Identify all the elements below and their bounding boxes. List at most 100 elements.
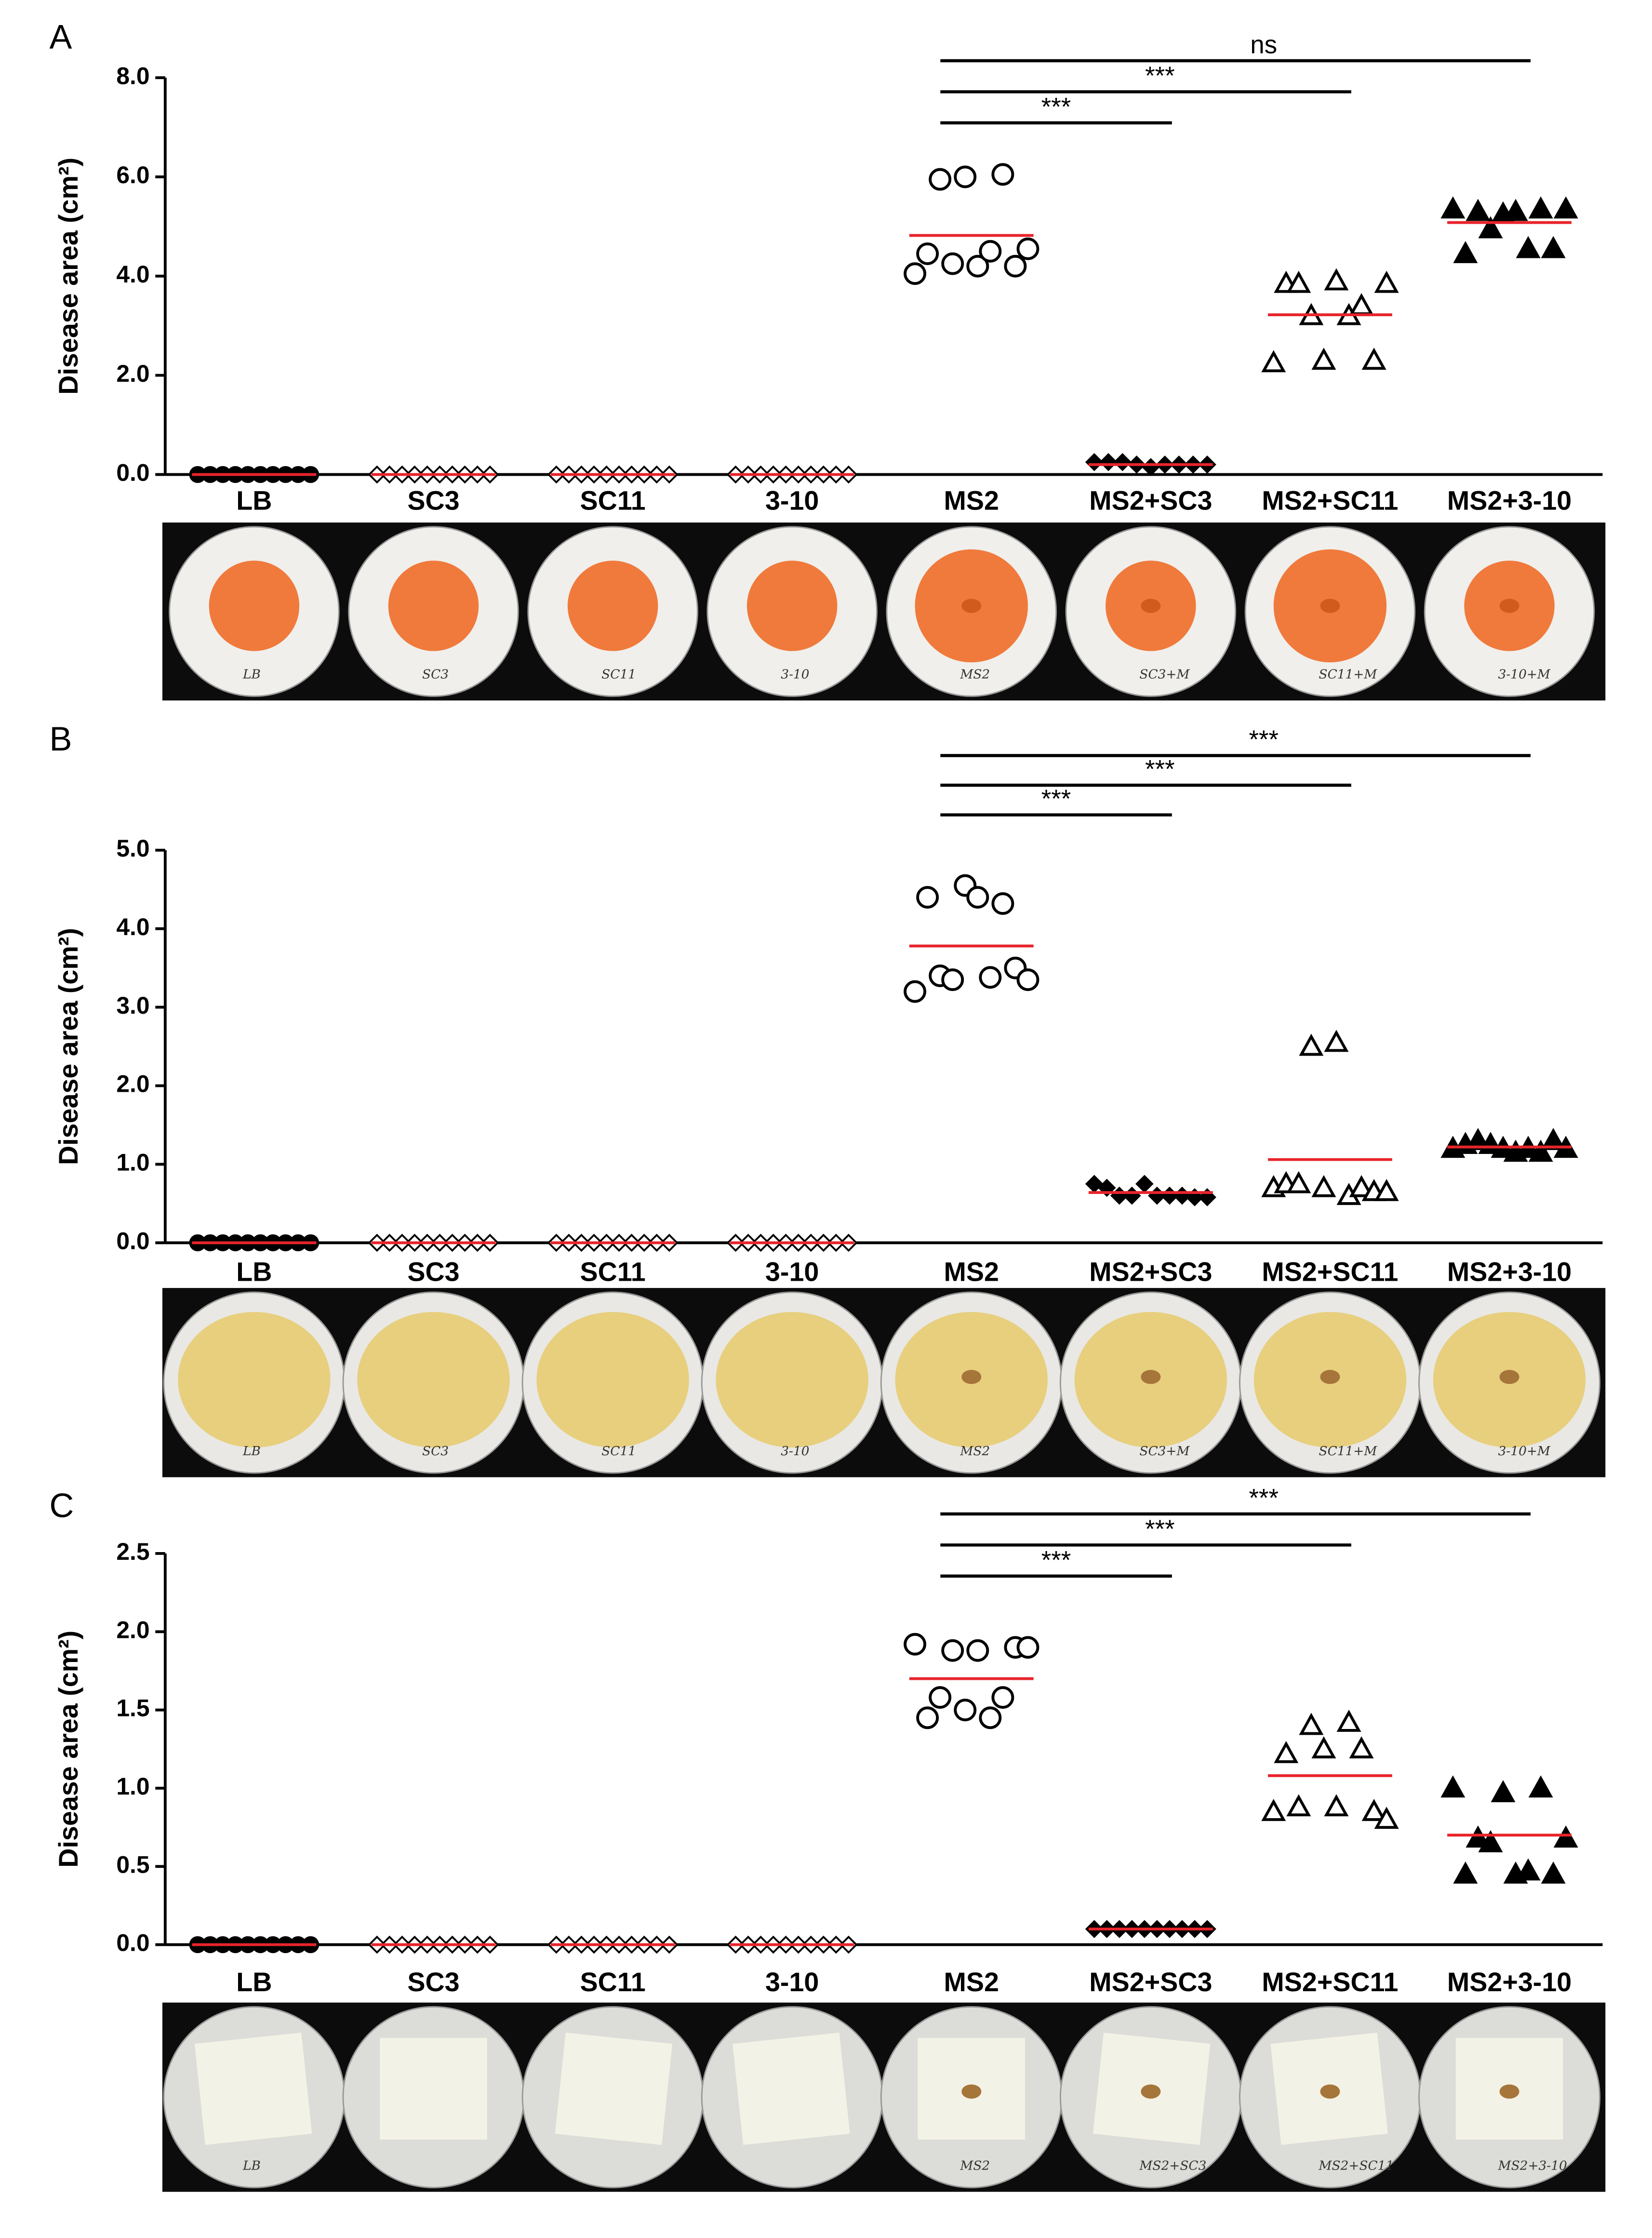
x-tick-label: MS2+SC11	[1262, 1257, 1398, 1287]
photo-label: LB	[242, 1444, 261, 1459]
photo-label: SC11+M	[1319, 1444, 1378, 1459]
photo-label: SC3	[422, 667, 449, 682]
data-point	[966, 886, 989, 909]
photo-label: SC3	[422, 1444, 449, 1459]
x-tick-label: MS2	[944, 1967, 999, 1997]
y-tick-label: 1.0	[116, 1773, 149, 1800]
sample	[209, 561, 300, 651]
significance-label: ***	[1145, 755, 1175, 784]
data-point	[1286, 1794, 1311, 1817]
data-point	[941, 968, 964, 992]
data-point	[1113, 453, 1132, 471]
data-point	[904, 980, 927, 1003]
x-tick-label: MS2+3-10	[1447, 1257, 1572, 1287]
data-point	[1336, 1709, 1361, 1732]
data-point	[1541, 1861, 1566, 1884]
data-point	[1374, 1179, 1399, 1201]
significance-label: ***	[1041, 785, 1071, 813]
panel-label: A	[50, 18, 72, 56]
data-point	[1324, 268, 1349, 291]
lesion	[1141, 599, 1161, 613]
data-point	[1528, 196, 1553, 219]
x-tick-label: SC11	[580, 1967, 646, 1997]
sample	[716, 1312, 868, 1448]
data-point	[1516, 1858, 1541, 1881]
data-point	[1311, 1736, 1336, 1759]
data-point	[1361, 348, 1386, 370]
data-point	[1553, 196, 1578, 219]
data-point	[1361, 1798, 1386, 1821]
data-point	[1349, 1736, 1374, 1759]
photo-label: 3-10	[781, 667, 809, 682]
sample	[536, 1312, 689, 1448]
x-tick-label: MS2+SC3	[1089, 1967, 1212, 1997]
x-tick-label: LB	[236, 1967, 272, 1997]
data-point	[1453, 241, 1478, 263]
y-tick-label: 6.0	[116, 161, 149, 188]
photo-label: MS2	[959, 2158, 990, 2173]
data-point	[1528, 1139, 1553, 1162]
lesion	[1320, 1369, 1340, 1384]
x-tick-label: MS2	[944, 1257, 999, 1287]
photo-label: SC3+M	[1139, 1444, 1190, 1459]
data-point	[1465, 199, 1491, 221]
data-point	[1016, 968, 1039, 992]
data-point	[941, 1639, 964, 1662]
x-tick-label: SC3	[407, 1257, 459, 1287]
data-point	[979, 240, 1002, 263]
x-tick-label: MS2+SC11	[1262, 486, 1398, 516]
data-point	[916, 1706, 939, 1729]
lesion	[1320, 599, 1340, 613]
data-point	[1465, 1127, 1491, 1150]
data-point	[941, 252, 964, 275]
sample	[567, 561, 658, 651]
y-tick-label: 0.0	[116, 459, 149, 486]
y-axis-label: Disease area (cm²)	[53, 158, 83, 395]
sample	[746, 561, 838, 651]
lesion	[961, 1369, 982, 1384]
y-tick-label: 0.0	[116, 1930, 149, 1957]
data-point	[1440, 196, 1465, 219]
lesion	[1141, 2084, 1161, 2099]
data-point	[1374, 1807, 1399, 1829]
data-point	[1324, 1794, 1349, 1817]
y-tick-label: 2.5	[116, 1538, 149, 1565]
data-point	[1503, 199, 1528, 221]
data-point	[1324, 1030, 1349, 1052]
significance-label: ***	[1249, 725, 1279, 754]
x-tick-label: MS2+SC3	[1089, 1257, 1212, 1287]
photo-label: MS2+SC3	[1139, 2158, 1206, 2173]
photo-label: MS2+3-10	[1498, 2158, 1567, 2173]
data-point	[1286, 270, 1311, 293]
data-point	[1311, 348, 1336, 370]
data-point	[1123, 1186, 1141, 1205]
data-point	[991, 1686, 1014, 1709]
data-point	[1528, 1775, 1553, 1798]
data-point	[979, 966, 1002, 989]
photo-label: LB	[242, 2158, 261, 2173]
data-point	[929, 168, 952, 191]
panel-label: B	[50, 720, 72, 758]
photo-label: SC11	[601, 1444, 636, 1459]
photo-label: MS2	[959, 1444, 990, 1459]
x-tick-label: SC3	[407, 1967, 459, 1997]
x-tick-label: LB	[236, 1257, 272, 1287]
y-axis-label: Disease area (cm²)	[53, 928, 83, 1165]
photo-label: MS2+SC11	[1319, 2158, 1394, 2173]
sample	[357, 1312, 510, 1448]
data-point	[1299, 1713, 1324, 1735]
data-point	[916, 242, 939, 265]
data-point	[1491, 1780, 1516, 1802]
data-point	[1374, 270, 1399, 293]
x-tick-label: MS2	[944, 486, 999, 516]
sample	[194, 2032, 312, 2145]
photo-label: 3-10+M	[1498, 667, 1551, 682]
data-point	[991, 163, 1014, 186]
y-tick-label: 4.0	[116, 261, 149, 288]
data-point	[1135, 1175, 1154, 1193]
x-tick-label: MS2+3-10	[1447, 1967, 1572, 1997]
y-tick-label: 2.0	[116, 360, 149, 387]
data-point	[929, 1686, 952, 1709]
